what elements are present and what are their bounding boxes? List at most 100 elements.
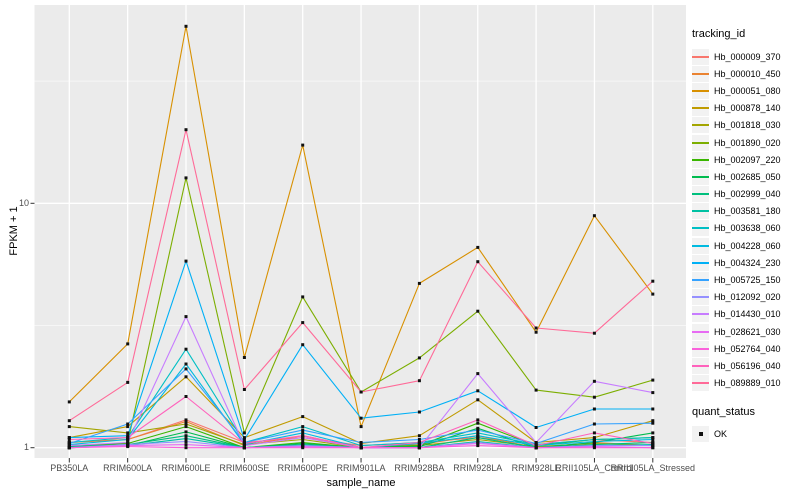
series-line-icon (692, 296, 709, 299)
series-line-icon (692, 210, 709, 213)
quant-status-key (692, 426, 709, 443)
x-tick-label: PB350LA (50, 463, 89, 473)
series-line-icon (692, 141, 709, 144)
legend-key-swatch (692, 323, 709, 340)
legend-key-swatch (692, 186, 709, 203)
legend-key-swatch (692, 117, 709, 134)
series-line-icon (692, 279, 709, 282)
x-axis-title: sample_name (326, 477, 396, 489)
legend-item-label: Hb_000009_370 (714, 51, 781, 62)
y-tick-label: 10 (18, 197, 29, 208)
legend-item: Hb_056196_040 (692, 357, 799, 374)
legend-item-label: Hb_005725_150 (714, 275, 781, 286)
series-line-icon (692, 382, 709, 385)
legend-item-label: Hb_001818_030 (714, 120, 781, 131)
legend-item: Hb_052764_040 (692, 340, 799, 357)
x-tick-label: RRIM928BA (394, 463, 445, 473)
series-line-icon (692, 244, 709, 247)
legend-item-label: Hb_089889_010 (714, 378, 781, 389)
series-line-icon (692, 364, 709, 367)
series-line-icon (692, 193, 709, 196)
legend-key-swatch (692, 272, 709, 289)
legend-item-quant-ok: OK (692, 426, 799, 443)
series-line-icon (692, 124, 709, 127)
legend-item: Hb_001818_030 (692, 117, 799, 134)
legend: tracking_id Hb_000009_370 Hb_000010_450 … (692, 28, 799, 443)
x-tick-label: RRIM901LA (336, 463, 386, 473)
legend-key-swatch (692, 357, 709, 374)
x-tick-label: RRIM600PE (277, 463, 328, 473)
series-line-icon (692, 55, 709, 58)
legend-item: Hb_014430_010 (692, 306, 799, 323)
legend-key-swatch (692, 82, 709, 99)
legend-key-swatch (692, 220, 709, 237)
series-line-icon (692, 313, 709, 316)
legend-item-label: Hb_014430_010 (714, 309, 781, 320)
x-tick-label: RRII105LA_Stressed (610, 463, 696, 473)
legend-item: Hb_003638_060 (692, 220, 799, 237)
legend-item: Hb_004228_060 (692, 237, 799, 254)
series-line-icon (692, 227, 709, 230)
legend-key-swatch (692, 100, 709, 117)
x-tick-label: RRIM600LE (161, 463, 211, 473)
legend-item-label: Hb_000878_140 (714, 103, 781, 114)
legend-item: Hb_089889_010 (692, 375, 799, 392)
legend-item-label: Hb_000010_450 (714, 68, 781, 79)
y-tick-label: 1 (23, 442, 29, 453)
series-line-icon (692, 158, 709, 161)
x-tick-label: RRIM600LA (103, 463, 153, 473)
legend-key-swatch (692, 65, 709, 82)
legend-key-swatch (692, 375, 709, 392)
series-line-icon (692, 89, 709, 92)
x-tick-label: RRIM600SE (219, 463, 270, 473)
legend-item-label: Hb_052764_040 (714, 343, 781, 354)
legend-item-label: Hb_028621_030 (714, 326, 781, 337)
legend-item: Hb_012092_020 (692, 289, 799, 306)
legend-item-label: Hb_003581_180 (714, 206, 781, 217)
legend-item-label: OK (714, 429, 728, 440)
legend-item: Hb_000009_370 (692, 48, 799, 65)
x-tick-label: RRIM928LE (511, 463, 561, 473)
series-line-icon (692, 72, 709, 75)
legend-item: Hb_000878_140 (692, 100, 799, 117)
legend-key-swatch (692, 340, 709, 357)
legend-item: Hb_001890_020 (692, 134, 799, 151)
legend-item: Hb_028621_030 (692, 323, 799, 340)
legend-key-swatch (692, 306, 709, 323)
legend-item-label: Hb_004324_230 (714, 257, 781, 268)
legend-item-label: Hb_003638_060 (714, 223, 781, 234)
legend-key-swatch (692, 289, 709, 306)
black-square-point-icon (698, 432, 703, 437)
legend-title-tracking-id: tracking_id (692, 28, 746, 40)
legend-item: Hb_000010_450 (692, 65, 799, 82)
legend-key-swatch (692, 151, 709, 168)
series-line-icon (692, 261, 709, 264)
legend-item: Hb_002999_040 (692, 186, 799, 203)
legend-item: Hb_002685_050 (692, 168, 799, 185)
series-line-icon (692, 347, 709, 350)
legend-key-swatch (692, 237, 709, 254)
x-tick-label: RRII105LA_Control (555, 463, 634, 473)
legend-item: Hb_000051_080 (692, 82, 799, 99)
legend-key-swatch (692, 48, 709, 65)
legend-item-label: Hb_012092_020 (714, 292, 781, 303)
legend-item-label: Hb_004228_060 (714, 240, 781, 251)
legend-item-label: Hb_001890_020 (714, 137, 781, 148)
legend-item-label: Hb_000051_080 (714, 85, 781, 96)
legend-item-label: Hb_002999_040 (714, 189, 781, 200)
series-line-icon (692, 107, 709, 110)
legend-key-swatch (692, 168, 709, 185)
legend-item: Hb_005725_150 (692, 271, 799, 289)
series-line-icon (692, 330, 709, 333)
legend-item-label: Hb_056196_040 (714, 360, 781, 371)
legend-item-label: Hb_002685_050 (714, 171, 781, 182)
legend-key-swatch (692, 203, 709, 220)
legend-item: Hb_002097_220 (692, 151, 799, 168)
legend-title-quant-status: quant_status (692, 405, 755, 418)
legend-item: Hb_004324_230 (692, 254, 799, 271)
legend-key-swatch (692, 134, 709, 151)
legend-item-label: Hb_002097_220 (714, 154, 781, 165)
x-tick-label: RRIM928LA (453, 463, 503, 473)
